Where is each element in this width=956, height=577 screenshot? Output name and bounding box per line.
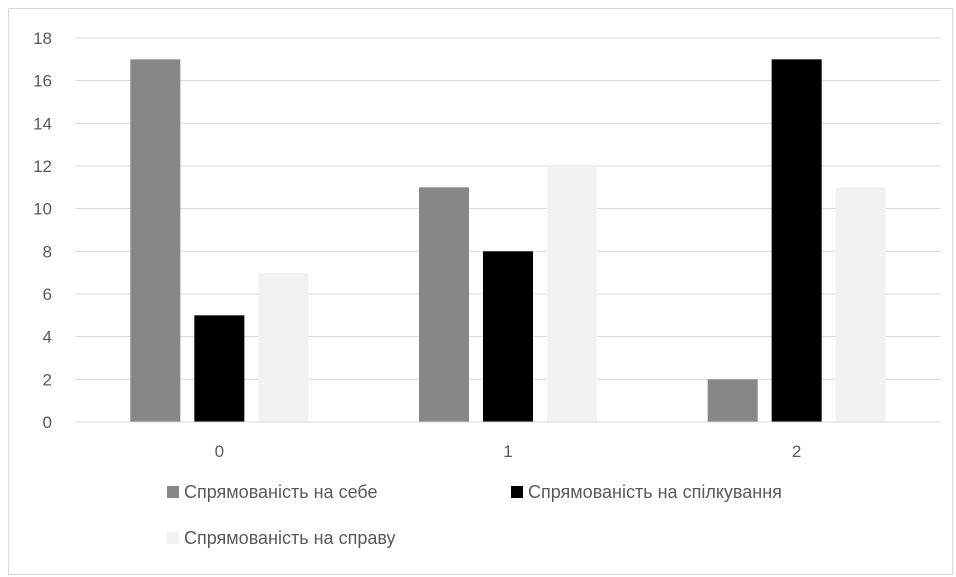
legend-label: Спрямованість на справу [184,528,396,548]
x-tick-label: 2 [792,442,801,461]
bar-1-cat-1 [419,187,469,422]
bar-3-cat-0 [258,272,309,422]
y-tick-label: 0 [43,413,52,432]
y-tick-label: 10 [33,200,52,219]
y-tick-label: 4 [43,328,52,347]
y-tick-label: 6 [43,285,52,304]
bar-2-cat-2 [771,59,822,422]
bar-2-cat-1 [483,251,533,422]
y-tick-label: 14 [33,114,52,133]
legend-label: Спрямованість на себе [184,482,378,502]
y-axis-tick-labels: 0 2 4 6 8 10 12 14 16 18 [33,29,52,432]
y-tick-label: 12 [33,157,52,176]
x-tick-label: 1 [503,442,512,461]
x-axis-tick-labels: 0 1 2 [215,442,802,461]
legend-swatch [167,532,179,544]
legend-label: Спрямованість на спілкування [528,482,782,502]
legend-item-3: Спрямованість на справу [167,528,396,548]
bar-3-cat-2 [835,187,886,422]
bar-2-cat-0 [194,315,245,422]
legend-item-2: Спрямованість на спілкування [511,482,782,502]
bars [130,59,886,422]
x-tick-label: 0 [215,442,224,461]
legend-swatch [511,486,523,498]
bar-1-cat-0 [130,59,181,422]
bar-3-cat-1 [547,166,597,422]
y-tick-label: 16 [33,72,52,91]
bar-1-cat-2 [707,379,758,422]
legend-swatch [167,486,179,498]
legend: Спрямованість на себе Спрямованість на сп… [167,482,782,548]
y-tick-label: 2 [43,370,52,389]
y-tick-label: 8 [43,242,52,261]
legend-item-1: Спрямованість на себе [167,482,378,502]
y-tick-label: 18 [33,29,52,48]
